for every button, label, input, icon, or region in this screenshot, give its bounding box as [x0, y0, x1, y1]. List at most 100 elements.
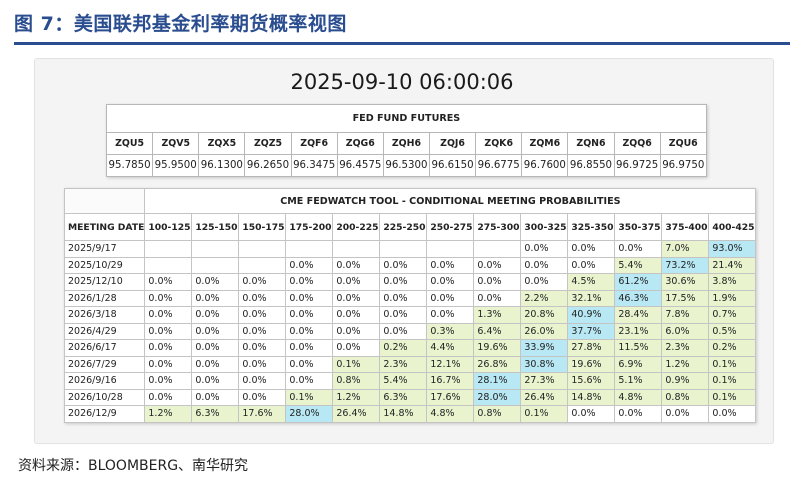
probability-cell: 0.0%: [285, 322, 334, 340]
probability-cell: 0.0%: [379, 322, 428, 340]
probability-cell: 4.5%: [567, 273, 616, 291]
futures-contract-label: ZQN6: [567, 132, 615, 155]
probability-cell: [144, 240, 193, 258]
futures-contract-label: ZQG6: [336, 132, 384, 155]
rate-range-header: 100-125: [144, 213, 193, 241]
range-header-row: MEETING DATE 100-125 125-150 150-175 175-20…: [63, 213, 757, 241]
figure-title: 图 7：美国联邦基金利率期货概率视图: [14, 13, 347, 35]
probability-cell: 0.0%: [238, 355, 287, 373]
probability-cell: 0.0%: [614, 240, 663, 258]
rate-range-header: 325-350: [567, 213, 616, 241]
probability-cell: 23.1%: [614, 322, 663, 340]
rate-range-header: 275-300: [473, 213, 522, 241]
probability-cell: 26.0%: [520, 322, 569, 340]
futures-price-cell: 96.8550: [567, 154, 615, 177]
probability-cell: 61.2%: [614, 273, 663, 291]
table-row: 2026/1/28 0.0% 0.0% 0.0% 0.0% 0.0% 0.0% 0.0% 0.0…: [63, 289, 757, 307]
rate-range-header: 400-425: [708, 213, 757, 241]
futures-price-cell: 95.7850: [105, 154, 154, 177]
probability-cell: 0.0%: [238, 322, 287, 340]
probability-cell: 12.1%: [426, 355, 475, 373]
table-row: 2026/10/28 0.0% 0.0% 0.0% 0.1% 1.2% 6.3% 17.6% 2…: [63, 388, 757, 406]
probability-cell: 19.6%: [473, 339, 522, 357]
probability-cell: 0.0%: [379, 273, 428, 291]
probability-cell: [144, 256, 193, 274]
probability-cell: 0.0%: [379, 256, 428, 274]
meeting-date-header: MEETING DATE: [63, 213, 146, 241]
futures-price-cell: 96.9750: [659, 154, 707, 177]
probability-cell: 73.2%: [661, 256, 710, 274]
probability-cell: 4.8%: [614, 388, 663, 406]
futures-price-cell: 96.5300: [382, 154, 430, 177]
probability-cell: 2.3%: [661, 339, 710, 357]
rate-range-header: 175-200: [285, 213, 334, 241]
probability-cell: [379, 240, 428, 258]
futures-header-row: ZQU5 ZQV5 ZQX5 ZQZ5 ZQF6 ZQG6 ZQH6 ZQJ6 ZQK6 ZQM6…: [105, 132, 707, 155]
probability-cell: 21.4%: [708, 256, 757, 274]
meeting-date-cell: 2026/1/28: [63, 289, 146, 307]
probability-cell: 11.5%: [614, 339, 663, 357]
table-row: 2026/7/29 0.0% 0.0% 0.0% 0.0% 0.1% 2.3% 12.1% 26…: [63, 355, 757, 373]
probability-cell: 33.9%: [520, 339, 569, 357]
futures-contract-label: ZQF6: [290, 132, 338, 155]
table-corner: [63, 188, 146, 214]
probability-cell: 0.0%: [238, 372, 287, 390]
probability-cell: 0.5%: [708, 322, 757, 340]
probability-cell: 0.0%: [191, 322, 240, 340]
probability-cell: 0.0%: [191, 372, 240, 390]
table-row: 2026/6/17 0.0% 0.0% 0.0% 0.0% 0.0% 0.2% 4.4% 19.…: [63, 339, 757, 357]
probability-cell: 0.0%: [614, 405, 663, 423]
probability-cell: 0.1%: [708, 355, 757, 373]
probability-cell: 0.0%: [144, 273, 193, 291]
probability-cell: 93.0%: [708, 240, 757, 258]
probability-cell: 1.9%: [708, 289, 757, 307]
probability-cell: 2.2%: [520, 289, 569, 307]
probability-cell: [285, 240, 334, 258]
rate-range-header: 375-400: [661, 213, 710, 241]
probability-cell: 6.3%: [191, 405, 240, 423]
probability-cell: 0.0%: [332, 306, 381, 324]
table-row: 2025/12/10 0.0% 0.0% 0.0% 0.0% 0.0% 0.0% 0.0% 0.…: [63, 273, 757, 291]
probability-cell: [332, 240, 381, 258]
probability-cell: 0.0%: [191, 306, 240, 324]
rate-range-header: 350-375: [614, 213, 663, 241]
probability-cell: 0.0%: [144, 388, 193, 406]
probability-cell: 0.7%: [708, 306, 757, 324]
futures-price-cell: 96.1300: [198, 154, 246, 177]
probability-cell: 0.0%: [285, 256, 334, 274]
probability-cell: 0.0%: [191, 273, 240, 291]
probability-cell: 0.0%: [285, 306, 334, 324]
meeting-date-cell: 2025/10/29: [63, 256, 146, 274]
probability-cell: 0.0%: [191, 388, 240, 406]
futures-contract-label: ZQH6: [382, 132, 430, 155]
table-row: 2026/4/29 0.0% 0.0% 0.0% 0.0% 0.0% 0.0% 0.3% 6.4…: [63, 322, 757, 340]
probability-cell: 0.0%: [285, 372, 334, 390]
probability-cell: 0.0%: [567, 240, 616, 258]
probability-cell: 14.8%: [379, 405, 428, 423]
futures-contract-label: ZQJ6: [428, 132, 477, 155]
probability-cell: 0.0%: [285, 289, 334, 307]
probability-cell: 0.0%: [191, 289, 240, 307]
meeting-date-cell: 2026/4/29: [63, 322, 146, 340]
probability-cell: 46.3%: [614, 289, 663, 307]
table-row: 2025/10/29 0.0% 0.0% 0.0% 0.0% 0.0% 0.0% 0.0% 5.…: [63, 256, 757, 274]
meeting-date-cell: 2026/9/16: [63, 372, 146, 390]
probability-cell: 6.3%: [379, 388, 428, 406]
probability-cell: 27.3%: [520, 372, 569, 390]
probability-cell: 3.8%: [708, 273, 757, 291]
rate-range-header: 125-150: [191, 213, 240, 241]
probability-cell: 0.0%: [191, 355, 240, 373]
probability-cell: [238, 256, 287, 274]
probability-cell: 1.3%: [473, 306, 522, 324]
probability-cell: [473, 240, 522, 258]
probability-cell: 5.4%: [379, 372, 428, 390]
probability-cell: 1.2%: [144, 405, 193, 423]
probability-cell: 0.0%: [144, 339, 193, 357]
probability-cell: 27.8%: [567, 339, 616, 357]
source-note: 资料来源：BLOOMBERG、南华研究: [18, 458, 249, 474]
futures-table-title: FED FUND FUTURES: [106, 104, 707, 133]
probability-cell: 0.0%: [426, 273, 475, 291]
probability-cell: 0.0%: [379, 289, 428, 307]
probability-cell: 0.0%: [238, 273, 287, 291]
futures-price-cell: 96.6150: [428, 154, 477, 177]
